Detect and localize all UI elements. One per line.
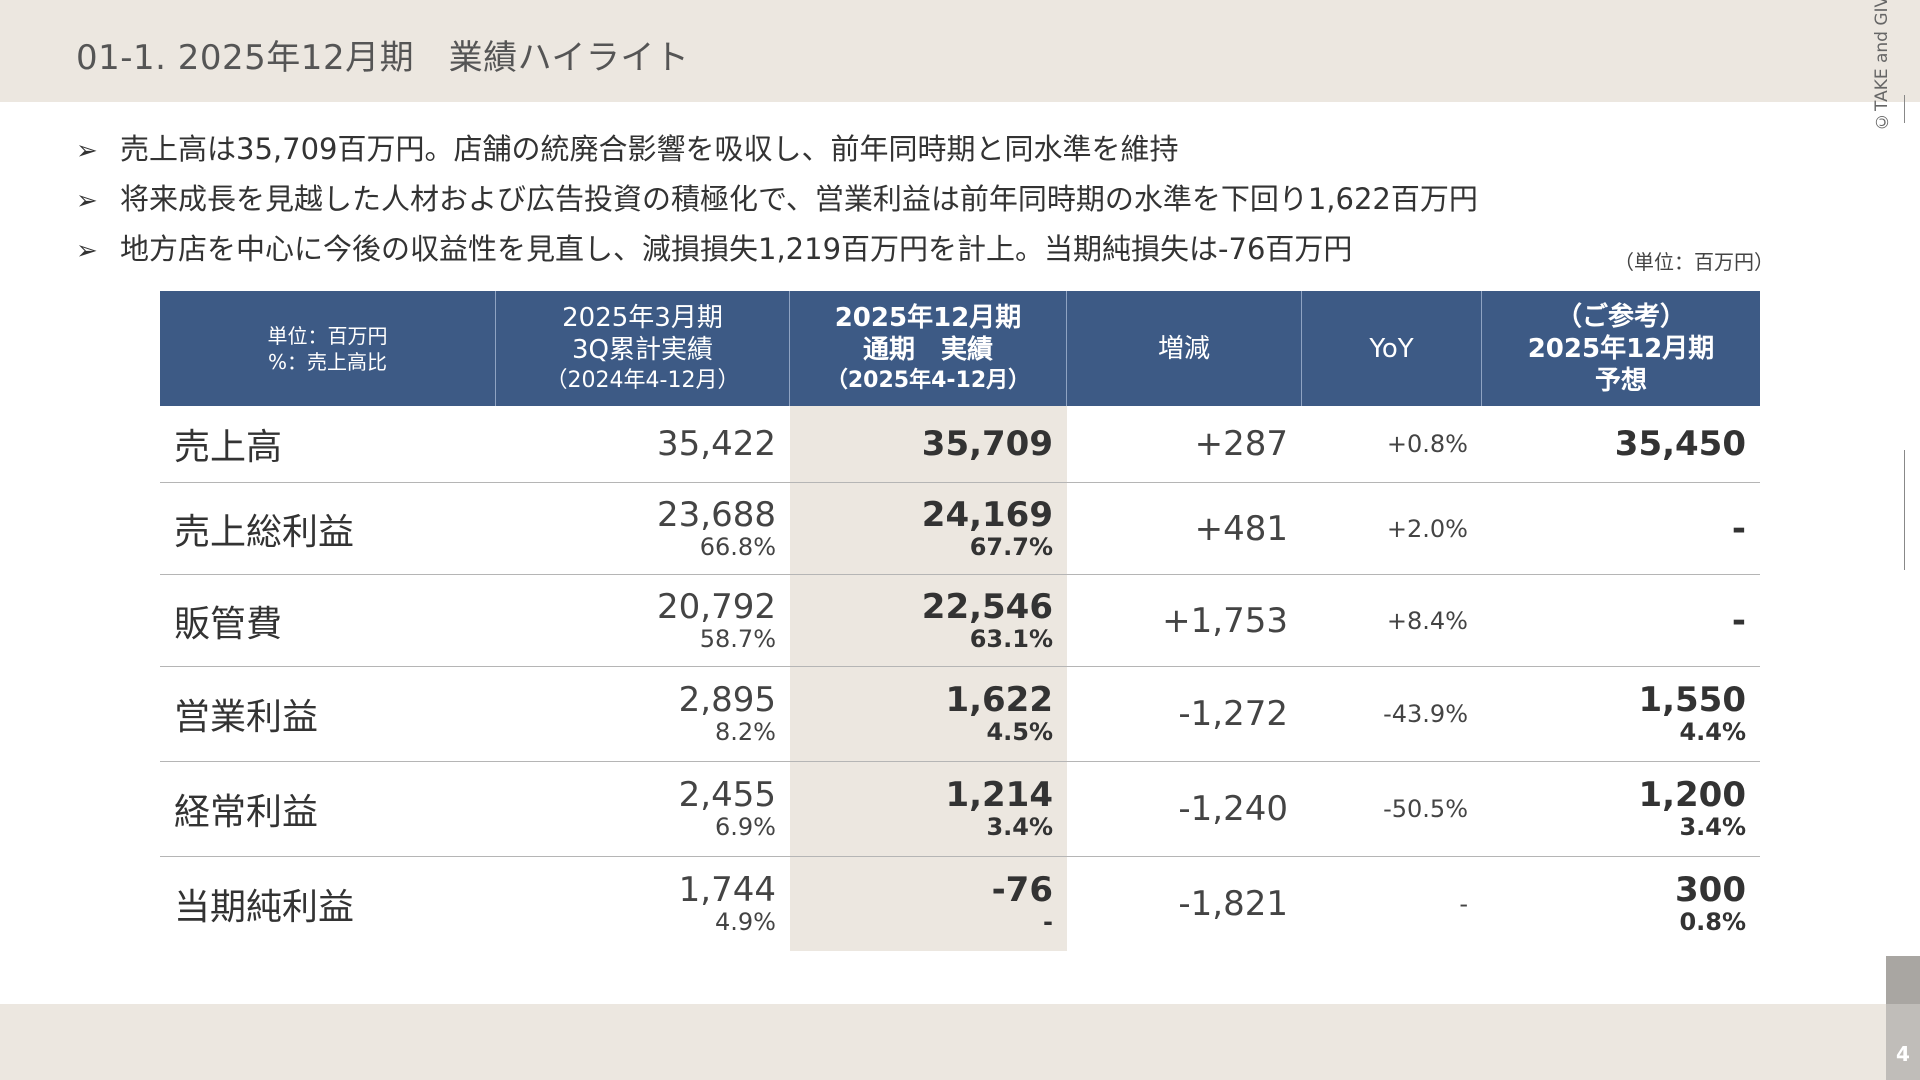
copyright-text: ©TAKE and GIVE NEEDS Co.,Ltd. xyxy=(1872,0,1892,131)
divider xyxy=(1904,450,1905,570)
prev-value: 35,422 xyxy=(657,424,776,464)
current-value: 1,622 4.5% xyxy=(790,667,1067,761)
header-diff: 増減 xyxy=(1067,291,1302,406)
row-label: 売上総利益 xyxy=(174,511,355,553)
header-current-period: 2025年12月期 通期 実績 （2025年4-12月） xyxy=(790,291,1067,406)
arrow-bullet-icon: ➢ xyxy=(76,136,98,166)
diff-value: -1,272 xyxy=(1178,694,1288,734)
bullet-item: ➢ 将来成長を見越した人材および広告投資の積極化で、営業利益は前年同時期の水準を下… xyxy=(76,174,1478,224)
prev-value: 2,895 8.2% xyxy=(678,680,776,746)
current-value: 1,214 3.4% xyxy=(790,762,1067,856)
row-label: 営業利益 xyxy=(174,697,319,738)
arrow-bullet-icon: ➢ xyxy=(76,236,98,266)
yoy-value: -50.5% xyxy=(1383,795,1468,823)
reference-value: 1,200 3.4% xyxy=(1638,775,1746,841)
prev-value: 2,455 6.9% xyxy=(678,775,776,841)
table-row: 販管費 20,792 58.7% 22,546 63.1% +1,753 +8.… xyxy=(160,575,1760,667)
diff-value: -1,821 xyxy=(1178,884,1288,924)
copyright-area: ©TAKE and GIVE NEEDS Co.,Ltd. xyxy=(1872,0,1920,570)
unit-note: （単位：百万円） xyxy=(1614,250,1774,274)
prev-value: 23,688 66.8% xyxy=(657,494,776,561)
yoy-value: +8.4% xyxy=(1386,606,1468,635)
diff-value: +287 xyxy=(1194,424,1288,464)
bullet-text: 将来成長を見越した人材および広告投資の積極化で、営業利益は前年同時期の水準を下回… xyxy=(120,182,1478,216)
row-label: 販管費 xyxy=(174,603,283,645)
header-yoy: YoY xyxy=(1302,291,1482,406)
table-row: 経常利益 2,455 6.9% 1,214 3.4% -1,240 -50.5%… xyxy=(160,762,1760,857)
bullet-list: ➢ 売上高は35,709百万円。店舗の統廃合影響を吸収し、前年同時期と同水準を維持… xyxy=(76,124,1478,274)
bullet-text: 地方店を中心に今後の収益性を見直し、減損損失1,219百万円を計上。当期純損失は… xyxy=(120,232,1353,266)
diff-value: -1,240 xyxy=(1178,789,1288,829)
diff-value: +481 xyxy=(1194,508,1288,549)
yoy-value: - xyxy=(1459,890,1468,918)
row-label: 経常利益 xyxy=(174,792,319,833)
yoy-value: -43.9% xyxy=(1383,700,1468,728)
table-row: 売上高 35,422 35,709 +287 +0.8% 35,450 xyxy=(160,406,1760,483)
reference-value: - xyxy=(1731,508,1746,549)
header-reference-forecast: （ご参考） 2025年12月期 予想 xyxy=(1527,301,1715,396)
header-band xyxy=(0,0,1920,102)
table-row: 売上総利益 23,688 66.8% 24,169 67.7% +481 +2.… xyxy=(160,483,1760,575)
row-label: 当期純利益 xyxy=(174,887,355,928)
current-value: 24,169 67.7% xyxy=(790,483,1067,574)
table-row: 営業利益 2,895 8.2% 1,622 4.5% -1,272 -43.9%… xyxy=(160,667,1760,762)
bullet-item: ➢ 売上高は35,709百万円。店舗の統廃合影響を吸収し、前年同時期と同水準を維持 xyxy=(76,124,1478,174)
current-value: 22,546 63.1% xyxy=(790,575,1067,666)
results-table: 単位：百万円 %：売上高比 2025年3月期 3Q累計実績 （2024年4-12… xyxy=(160,291,1760,951)
yoy-value: +0.8% xyxy=(1386,430,1468,458)
prev-value: 20,792 58.7% xyxy=(657,586,776,653)
bullet-text: 売上高は35,709百万円。店舗の統廃合影響を吸収し、前年同時期と同水準を維持 xyxy=(120,132,1179,166)
footer-band xyxy=(0,1004,1920,1080)
page-tab-accent xyxy=(1886,956,1920,1004)
diff-value: +1,753 xyxy=(1162,600,1288,641)
table-row: 当期純利益 1,744 4.9% -76 - -1,821 - 300 0.8% xyxy=(160,857,1760,951)
slide-title: 01-1. 2025年12月期 業績ハイライト xyxy=(76,38,690,78)
row-label: 売上高 xyxy=(174,427,283,468)
current-value: -76 - xyxy=(790,857,1067,951)
reference-value: 1,550 4.4% xyxy=(1638,680,1746,746)
reference-value: 35,450 xyxy=(1614,424,1746,464)
bullet-item: ➢ 地方店を中心に今後の収益性を見直し、減損損失1,219百万円を計上。当期純損失… xyxy=(76,224,1478,274)
header-unit: 単位：百万円 %：売上高比 xyxy=(160,291,496,406)
table-header: 単位：百万円 %：売上高比 2025年3月期 3Q累計実績 （2024年4-12… xyxy=(160,291,1760,406)
page-number: 4 xyxy=(1896,1042,1910,1066)
current-value: 35,709 xyxy=(790,406,1067,482)
divider xyxy=(1904,95,1905,123)
reference-value: - xyxy=(1731,600,1746,641)
prev-value: 1,744 4.9% xyxy=(678,870,776,936)
yoy-value: +2.0% xyxy=(1386,514,1468,543)
arrow-bullet-icon: ➢ xyxy=(76,186,98,216)
page-tab: 4 xyxy=(1886,956,1920,1080)
header-prev-period: 2025年3月期 3Q累計実績 （2024年4-12月） xyxy=(496,291,790,406)
reference-value: 300 0.8% xyxy=(1675,870,1746,936)
